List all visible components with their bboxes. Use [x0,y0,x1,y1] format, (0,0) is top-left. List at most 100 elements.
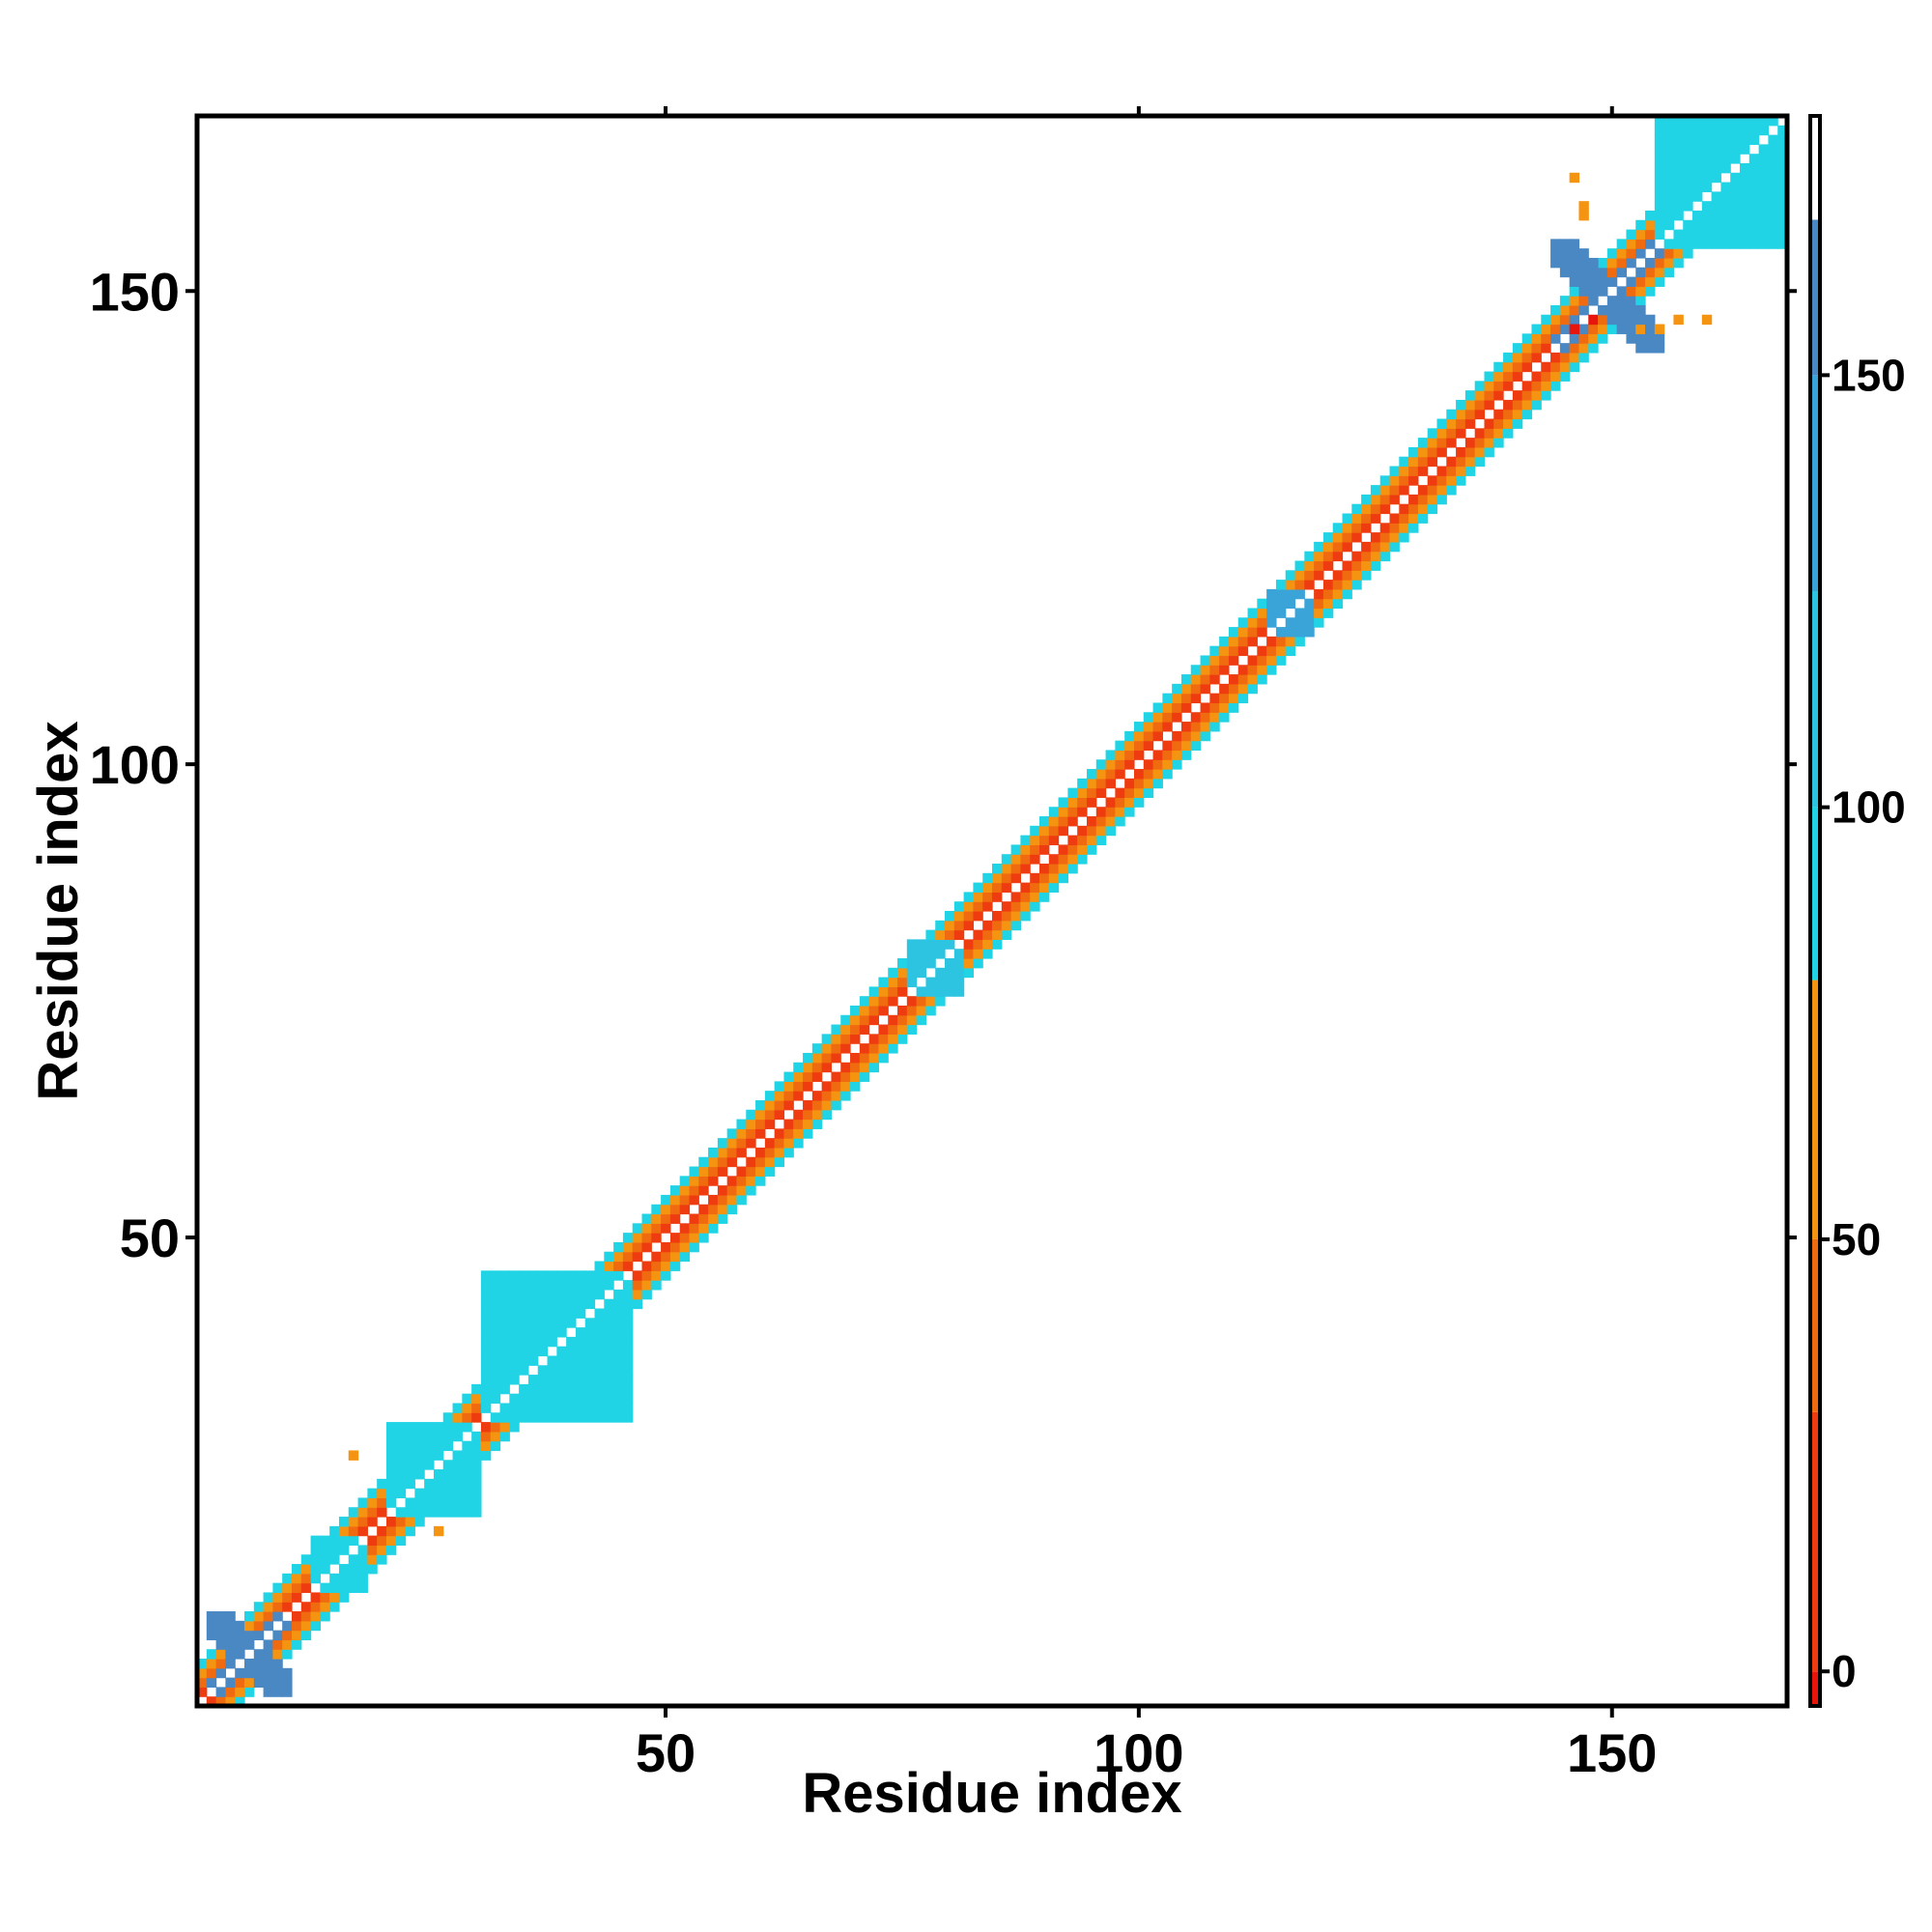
heatmap-cell [992,882,1003,894]
heatmap-cell [329,1535,340,1547]
heatmap-cell [206,1667,217,1679]
heatmap-cell [471,1383,482,1395]
heatmap-cell [1115,787,1125,799]
heatmap-cell [811,1071,823,1082]
heatmap-cell [519,1308,529,1319]
heatmap-cell [878,996,889,1007]
heatmap-cell [1370,560,1381,571]
heatmap-cell [622,1241,634,1253]
heatmap-cell [1086,769,1097,780]
heatmap-cell [679,1223,691,1234]
heatmap-cell [1020,882,1031,894]
heatmap-cell [519,1289,529,1300]
heatmap-cell [1219,683,1230,695]
heatmap-cell [329,1582,340,1594]
heatmap-cell [1456,428,1466,439]
heatmap-cell [1626,257,1636,269]
heatmap-cell [717,1156,728,1168]
heatmap-cell [1692,191,1703,202]
heatmap-cell [594,1318,605,1328]
heatmap-cell [868,1014,880,1026]
heatmap-cell [480,1318,492,1328]
heatmap-cell [1654,219,1665,231]
x-tick-label: 50 [636,1722,696,1783]
heatmap-cell [973,949,983,959]
heatmap-cell [480,1403,492,1413]
heatmap-cell [1474,409,1486,420]
y-axis-label: Residue index [27,721,90,1100]
heatmap-cell [509,1280,520,1291]
heatmap-cell [499,1412,510,1423]
heatmap-cell [604,1393,614,1405]
heatmap-cell [1115,769,1125,780]
heatmap-cell [1768,134,1778,145]
heatmap-cell [1673,162,1684,174]
heatmap-cell [906,1014,918,1026]
heatmap-cell [1172,740,1182,752]
heatmap-cell [746,1128,756,1139]
heatmap-cell [868,1062,880,1073]
heatmap-cell [1237,674,1249,685]
heatmap-cell [622,1261,634,1271]
heatmap-cell [736,1194,747,1206]
heatmap-cell [1663,210,1675,221]
heatmap-cell [1266,665,1277,675]
heatmap-cell [1464,446,1476,458]
heatmap-cell [803,1071,813,1082]
heatmap-cell [235,1677,245,1689]
heatmap-cell [1777,210,1788,221]
heatmap-cell [1635,219,1646,231]
heatmap-cell [566,1270,577,1281]
heatmap-cell [726,1176,738,1186]
heatmap-cell [1172,712,1182,723]
heatmap-cell [1389,541,1400,553]
heatmap-cell [1512,409,1523,420]
heatmap-cell [1143,769,1154,780]
heatmap-cell [1768,154,1778,164]
heatmap-cell [357,1554,368,1565]
heatmap-cell [746,1109,756,1121]
heatmap-cell [1550,239,1561,249]
heatmap-cell [726,1156,738,1168]
heatmap-cell [1692,210,1703,221]
heatmap-cell [480,1327,492,1338]
heatmap-cell [206,1677,217,1689]
heatmap-cell [272,1649,283,1660]
heatmap-cell [1777,239,1788,249]
heatmap-cell [1086,787,1097,799]
heatmap-cell [1740,182,1750,192]
heatmap-cell [641,1289,652,1300]
heatmap-cell [1692,229,1703,240]
heatmap-cell [225,1649,236,1660]
heatmap-cell [1673,182,1684,192]
heatmap-cell [622,1403,634,1413]
heatmap-cell [783,1081,794,1092]
heatmap-cell [1663,219,1675,231]
heatmap-cell [225,1696,236,1707]
heatmap-cell [367,1545,378,1555]
heatmap-cell [1172,750,1182,760]
heatmap-cell [1777,154,1788,164]
heatmap-cell [992,920,1003,931]
heatmap-cell [1512,371,1523,382]
heatmap-cell [1228,674,1239,685]
heatmap-cell [1616,239,1628,249]
heatmap-cell [916,957,927,969]
heatmap-cell [1531,343,1542,354]
heatmap-cell [348,1564,359,1575]
heatmap-cell [1701,239,1713,249]
heatmap-cell [850,1071,861,1082]
heatmap-cell [509,1355,520,1366]
heatmap-cell [1030,872,1040,884]
heatmap-cell [1569,267,1580,278]
heatmap-cell [338,1545,350,1555]
heatmap-cell [253,1659,265,1669]
heatmap-cell [1048,825,1060,837]
heatmap-cell [537,1280,549,1291]
heatmap-cell [1219,645,1230,657]
heatmap-cell [1748,210,1760,221]
heatmap-cell [225,1677,236,1689]
heatmap-cell [1645,314,1656,326]
heatmap-cell [1304,627,1315,638]
